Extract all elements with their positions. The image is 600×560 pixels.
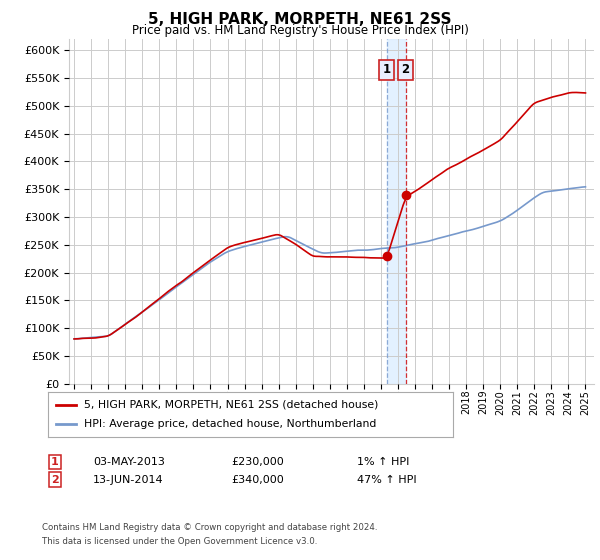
Text: Contains HM Land Registry data © Crown copyright and database right 2024.: Contains HM Land Registry data © Crown c…: [42, 523, 377, 532]
Text: Price paid vs. HM Land Registry's House Price Index (HPI): Price paid vs. HM Land Registry's House …: [131, 24, 469, 37]
Text: 1: 1: [383, 63, 391, 76]
Text: 47% ↑ HPI: 47% ↑ HPI: [357, 475, 416, 485]
Text: £230,000: £230,000: [231, 457, 284, 467]
Text: 13-JUN-2014: 13-JUN-2014: [93, 475, 164, 485]
Text: £340,000: £340,000: [231, 475, 284, 485]
Text: This data is licensed under the Open Government Licence v3.0.: This data is licensed under the Open Gov…: [42, 537, 317, 546]
Text: 5, HIGH PARK, MORPETH, NE61 2SS: 5, HIGH PARK, MORPETH, NE61 2SS: [148, 12, 452, 27]
Text: 1: 1: [51, 457, 59, 467]
Text: 1% ↑ HPI: 1% ↑ HPI: [357, 457, 409, 467]
Text: 03-MAY-2013: 03-MAY-2013: [93, 457, 165, 467]
Text: 2: 2: [401, 63, 410, 76]
Text: 2: 2: [51, 475, 59, 485]
Text: 5, HIGH PARK, MORPETH, NE61 2SS (detached house): 5, HIGH PARK, MORPETH, NE61 2SS (detache…: [85, 399, 379, 409]
Text: HPI: Average price, detached house, Northumberland: HPI: Average price, detached house, Nort…: [85, 419, 377, 430]
Bar: [387, 39, 406, 384]
